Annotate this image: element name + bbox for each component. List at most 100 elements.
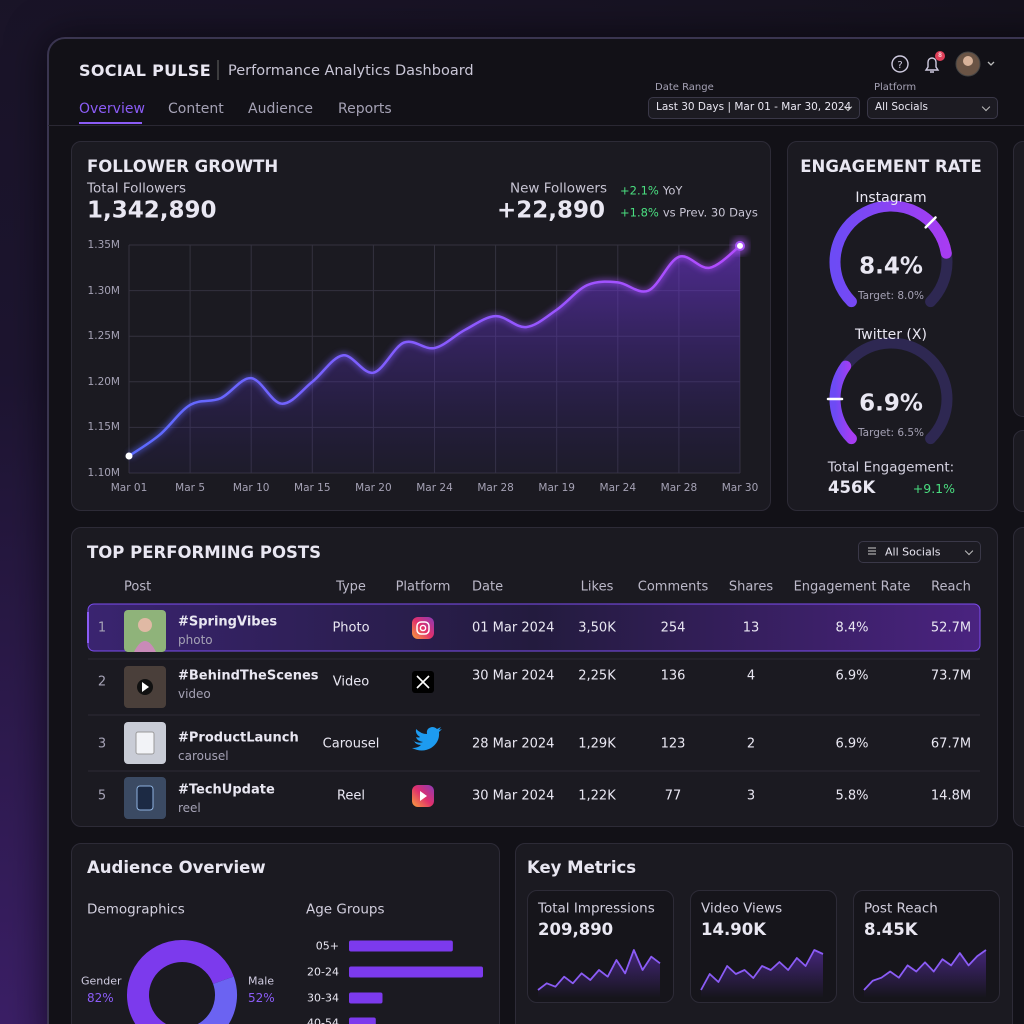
engagement-rate: 6.9% — [835, 668, 869, 684]
legend-value: 52% — [248, 991, 275, 1005]
rank: 2 — [97, 674, 107, 690]
column-header: Post — [124, 579, 152, 595]
notification-badge — [935, 51, 945, 61]
column-header: Date — [472, 579, 504, 595]
date-range-select[interactable] — [648, 97, 860, 119]
column-header: Platform — [395, 579, 451, 595]
card-title: Audience Overview — [87, 857, 266, 877]
post-kind: carousel — [178, 749, 229, 763]
y-tick-label: 1.15M — [87, 421, 120, 434]
thumbnail-detail — [135, 731, 155, 755]
total-label: Total Engagement: — [827, 459, 955, 476]
stat-value: +22,890 — [496, 197, 605, 224]
x-tick-label: Mar 19 — [538, 481, 575, 494]
stat-value: 1,342,890 — [87, 197, 217, 224]
spark-line — [537, 949, 661, 991]
reach: 73.7M — [930, 668, 972, 684]
stat-label: New Followers — [510, 180, 607, 197]
help-icon[interactable] — [891, 55, 909, 73]
shares: 3 — [746, 788, 756, 804]
change-value: +2.1% — [620, 183, 659, 198]
metric-label: Post Reach — [864, 900, 938, 917]
engagement-rate: 5.8% — [835, 788, 869, 804]
line — [128, 244, 741, 458]
area-fill — [129, 245, 740, 473]
x-tick-label: Mar 24 — [599, 481, 637, 494]
gauge-target-label: Target: 8.0% — [857, 289, 925, 302]
legend-label: Gender — [81, 974, 122, 988]
post-tag: #ProductLaunch — [178, 730, 299, 746]
age-bar — [349, 992, 383, 1004]
spark-line — [700, 949, 824, 991]
posts-card — [71, 527, 998, 827]
thumbnail-detail — [134, 641, 156, 652]
column-header: Reach — [931, 579, 971, 595]
metric-value: 209,890 — [538, 919, 614, 939]
post-kind: photo — [178, 633, 213, 647]
post-date: 30 Mar 2024 — [472, 788, 555, 804]
age-label: 30-34 — [307, 991, 339, 1005]
post-type: Video — [332, 674, 370, 690]
rank: 3 — [97, 736, 107, 752]
total-value: 456K — [828, 477, 876, 497]
metric-value: 8.45K — [864, 919, 918, 939]
change-label: vs Prev. 30 Days — [662, 205, 758, 220]
age-bar — [349, 966, 483, 978]
legend-label: Male — [248, 974, 275, 988]
end-point — [735, 240, 745, 251]
start-point — [125, 452, 133, 460]
avatar-chevron — [987, 61, 995, 66]
column-header: Likes — [580, 579, 614, 595]
shares: 4 — [746, 668, 756, 684]
gauge-target-label: Target: 6.5% — [857, 426, 925, 439]
change-label: YoY — [662, 183, 683, 198]
bell-icon[interactable] — [924, 57, 940, 73]
nav-tab[interactable]: Overview — [79, 101, 145, 117]
total-change: +9.1% — [912, 480, 955, 496]
column-header: Comments — [637, 579, 709, 595]
filter-value: All Socials — [875, 100, 928, 113]
nav-tab[interactable]: Content — [168, 101, 224, 117]
reels-glyph — [420, 791, 427, 801]
card-title: ENGAGEMENT RATE — [800, 156, 982, 176]
likes: 1,22K — [578, 788, 616, 804]
y-tick-label: 1.25M — [87, 329, 120, 342]
post-type: Carousel — [322, 736, 380, 752]
gauge-value: 8.4% — [859, 253, 923, 280]
help-glyph: ? — [897, 60, 902, 71]
x-tick-label: Mar 28 — [477, 481, 514, 494]
section-title: Demographics — [87, 901, 185, 918]
posts-filter-select[interactable] — [858, 541, 981, 563]
filter-label: Platform — [874, 82, 917, 93]
x-tick-label: Mar 15 — [294, 481, 331, 494]
active-tab-underline — [79, 122, 142, 124]
row-accent — [87, 612, 89, 643]
likes: 1,29K — [578, 736, 616, 752]
card-title: TOP PERFORMING POSTS — [87, 542, 321, 562]
x-tick-label: Mar 30 — [721, 481, 759, 494]
change-value: +1.8% — [620, 205, 659, 220]
spark-area — [864, 950, 986, 998]
comments: 123 — [660, 736, 686, 752]
platform-select[interactable] — [867, 97, 998, 119]
filter-value: All Socials — [885, 545, 941, 559]
x-tick-label: Mar 10 — [232, 481, 270, 494]
gauge-target — [924, 216, 937, 229]
header-divider — [48, 125, 1024, 126]
column-header: Engagement Rate — [793, 579, 911, 595]
comments: 254 — [660, 620, 686, 636]
legend-value: 82% — [87, 991, 114, 1005]
nav-tab[interactable]: Reports — [338, 101, 392, 117]
post-tag: #TechUpdate — [178, 782, 275, 798]
card-title: FOLLOWER GROWTH — [87, 156, 279, 176]
shares: 2 — [746, 736, 756, 752]
post-date: 28 Mar 2024 — [472, 736, 555, 752]
filter-icon — [868, 547, 876, 555]
post-kind: video — [178, 687, 211, 701]
post-kind: reel — [178, 801, 201, 815]
y-tick-label: 1.20M — [87, 375, 120, 388]
spark-area — [701, 950, 823, 998]
nav-tab[interactable]: Audience — [248, 101, 314, 117]
comments: 77 — [664, 788, 682, 804]
